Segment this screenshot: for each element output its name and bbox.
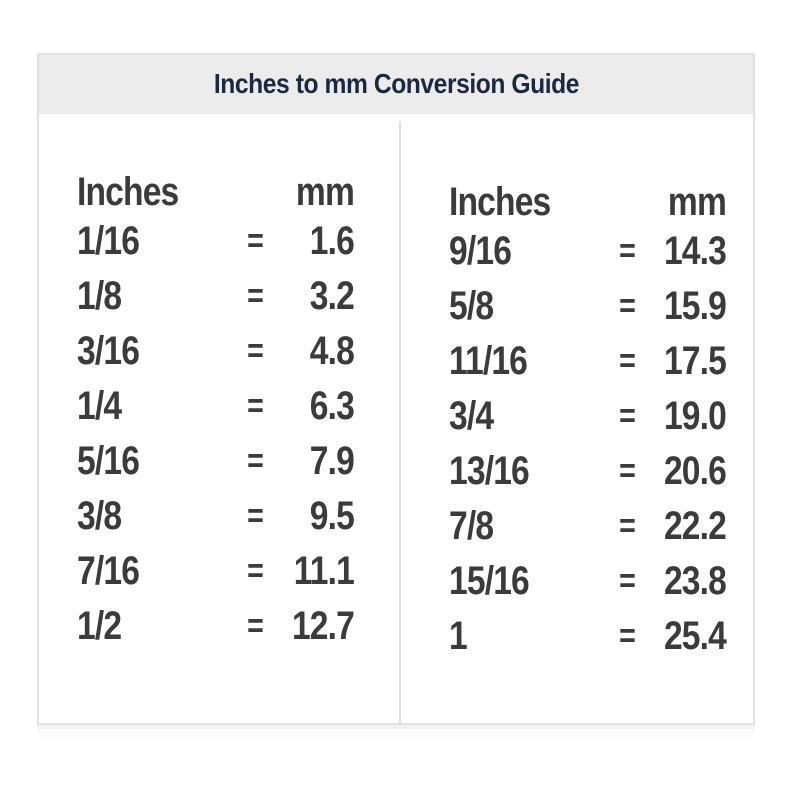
conversion-row: 5/16 = 7.9 bbox=[77, 434, 355, 489]
inches-value: 3/16 bbox=[77, 329, 140, 373]
mm-value: 9.5 bbox=[309, 494, 355, 538]
inches-value: 1/4 bbox=[77, 384, 122, 428]
equals-sign: = bbox=[247, 607, 264, 645]
equals-sign: = bbox=[247, 497, 264, 535]
inches-value: 1/8 bbox=[77, 274, 122, 318]
column-header-row: Inches mm bbox=[449, 179, 727, 224]
conversion-row: 7/16 = 11.1 bbox=[77, 544, 355, 599]
mm-value: 23.8 bbox=[663, 559, 727, 603]
mm-value: 7.9 bbox=[309, 439, 355, 483]
equals-sign: = bbox=[247, 387, 264, 425]
conversion-row: 13/16 = 20.6 bbox=[449, 444, 727, 499]
conversion-row: 1 = 25.4 bbox=[449, 609, 727, 664]
inches-value: 1/16 bbox=[77, 219, 140, 263]
inches-value: 3/4 bbox=[449, 394, 494, 438]
table-header-bar: Inches to mm Conversion Guide bbox=[39, 55, 753, 114]
equals-sign: = bbox=[619, 232, 636, 270]
inches-column-header: Inches bbox=[449, 179, 551, 224]
mm-value: 22.2 bbox=[663, 504, 727, 548]
mm-value: 17.5 bbox=[663, 339, 727, 383]
conversion-row: 5/8 = 15.9 bbox=[449, 279, 727, 334]
mm-value: 19.0 bbox=[663, 394, 727, 438]
mm-value: 11.1 bbox=[293, 549, 355, 593]
conversion-row: 1/8 = 3.2 bbox=[77, 269, 355, 324]
conversion-row: 3/4 = 19.0 bbox=[449, 389, 727, 444]
equals-sign: = bbox=[619, 342, 636, 380]
mm-value: 20.6 bbox=[663, 449, 727, 493]
mm-value: 14.3 bbox=[663, 229, 727, 273]
equals-sign: = bbox=[247, 552, 264, 590]
equals-sign: = bbox=[247, 442, 264, 480]
inches-value: 13/16 bbox=[449, 449, 530, 493]
conversion-row: 11/16 = 17.5 bbox=[449, 334, 727, 389]
inches-value: 5/16 bbox=[77, 439, 140, 483]
right-column: Inches mm 9/16 = 14.3 5/8 = 15.9 11/16 =… bbox=[401, 114, 753, 723]
conversion-row: 3/16 = 4.8 bbox=[77, 324, 355, 379]
inches-value: 5/8 bbox=[449, 284, 494, 328]
inches-value: 15/16 bbox=[449, 559, 530, 603]
equals-sign: = bbox=[619, 452, 636, 490]
inches-value: 3/8 bbox=[77, 494, 122, 538]
equals-sign: = bbox=[619, 287, 636, 325]
equals-sign: = bbox=[619, 617, 636, 655]
inches-value: 11/16 bbox=[449, 339, 528, 383]
inches-column-header: Inches bbox=[77, 169, 179, 214]
conversion-row: 15/16 = 23.8 bbox=[449, 554, 727, 609]
equals-sign: = bbox=[619, 507, 636, 545]
conversion-row: 7/8 = 22.2 bbox=[449, 499, 727, 554]
mm-value: 4.8 bbox=[309, 329, 355, 373]
equals-sign: = bbox=[247, 332, 264, 370]
conversion-guide-panel: Inches to mm Conversion Guide Inches mm … bbox=[37, 53, 755, 725]
equals-sign: = bbox=[619, 397, 636, 435]
conversion-row: 3/8 = 9.5 bbox=[77, 489, 355, 544]
mm-value: 3.2 bbox=[309, 274, 355, 318]
equals-sign: = bbox=[247, 277, 264, 315]
equals-sign: = bbox=[247, 222, 264, 260]
inches-value: 7/16 bbox=[77, 549, 140, 593]
inches-value: 1/2 bbox=[77, 604, 122, 648]
table-body: Inches mm 1/16 = 1.6 1/8 = 3.2 3/16 = 4.… bbox=[39, 114, 753, 723]
conversion-row: 1/2 = 12.7 bbox=[77, 599, 355, 654]
left-column: Inches mm 1/16 = 1.6 1/8 = 3.2 3/16 = 4.… bbox=[39, 114, 399, 723]
mm-value: 12.7 bbox=[291, 604, 355, 648]
inches-value: 7/8 bbox=[449, 504, 494, 548]
mm-column-header: mm bbox=[667, 179, 727, 224]
mm-column-header: mm bbox=[295, 169, 355, 214]
conversion-row: 1/16 = 1.6 bbox=[77, 214, 355, 269]
conversion-row: 9/16 = 14.3 bbox=[449, 224, 727, 279]
inches-value: 1 bbox=[449, 614, 468, 658]
inches-value: 9/16 bbox=[449, 229, 512, 273]
mm-value: 15.9 bbox=[663, 284, 727, 328]
conversion-row: 1/4 = 6.3 bbox=[77, 379, 355, 434]
mm-value: 6.3 bbox=[309, 384, 355, 428]
page-title: Inches to mm Conversion Guide bbox=[213, 68, 579, 99]
mm-value: 1.6 bbox=[309, 219, 355, 263]
column-header-row: Inches mm bbox=[77, 169, 355, 214]
equals-sign: = bbox=[619, 562, 636, 600]
mm-value: 25.4 bbox=[663, 614, 727, 658]
column-divider bbox=[399, 122, 401, 723]
